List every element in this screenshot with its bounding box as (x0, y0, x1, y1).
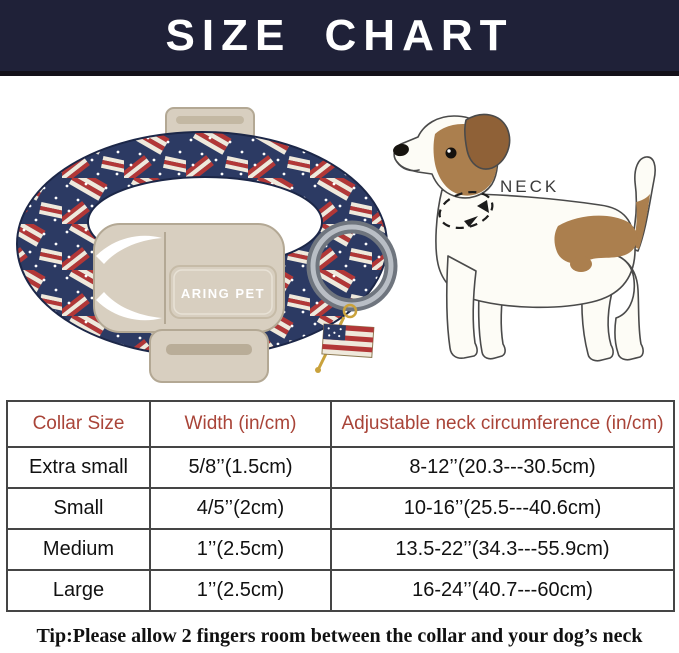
table-cell: 1’’(2.5cm) (149, 528, 332, 571)
table-row: Medium 1’’(2.5cm) 13.5-22’’(34.3---55.9c… (6, 528, 675, 571)
table-cell: 5/8’’(1.5cm) (149, 446, 332, 489)
table-cell: Large (6, 569, 151, 612)
table-cell: Extra small (6, 446, 151, 489)
fit-tip-text: Tip:Please allow 2 fingers room between … (36, 625, 643, 647)
col-header-neck-circumference: Adjustable neck circumference (in/cm) (330, 400, 675, 448)
table-cell: Medium (6, 528, 151, 571)
col-header-collar-size: Collar Size (6, 400, 151, 448)
product-hero: ARING PET NECK (0, 76, 679, 400)
size-table: Collar Size Width (in/cm) Adjustable nec… (6, 400, 675, 612)
table-cell: 13.5-22’’(34.3---55.9cm) (330, 528, 675, 571)
table-row: Large 1’’(2.5cm) 16-24’’(40.7---60cm) (6, 569, 675, 612)
table-cell: 10-16’’(25.5---40.6cm) (330, 487, 675, 530)
collar-buckle: ARING PET (93, 223, 285, 383)
size-table-section: Collar Size Width (in/cm) Adjustable nec… (0, 400, 679, 612)
table-cell: Small (6, 487, 151, 530)
table-cell: 16-24’’(40.7---60cm) (330, 569, 675, 612)
neck-label: NECK (500, 177, 559, 196)
table-cell: 1’’(2.5cm) (149, 569, 332, 612)
col-header-width: Width (in/cm) (149, 400, 332, 448)
page-title: SIZE CHART (165, 10, 514, 60)
size-chart-banner: SIZE CHART (0, 0, 679, 76)
table-row: Extra small 5/8’’(1.5cm) 8-12’’(20.3---3… (6, 446, 675, 489)
brand-label: ARING PET (181, 286, 265, 301)
table-cell: 8-12’’(20.3---30.5cm) (330, 446, 675, 489)
table-cell: 4/5’’(2cm) (149, 487, 332, 530)
table-header-row: Collar Size Width (in/cm) Adjustable nec… (6, 400, 675, 448)
collar-photo: ARING PET (16, 107, 398, 383)
dog-illustration: NECK (393, 113, 656, 362)
flag-charm-icon (315, 303, 375, 373)
table-row: Small 4/5’’(2cm) 10-16’’(25.5---40.6cm) (6, 487, 675, 530)
